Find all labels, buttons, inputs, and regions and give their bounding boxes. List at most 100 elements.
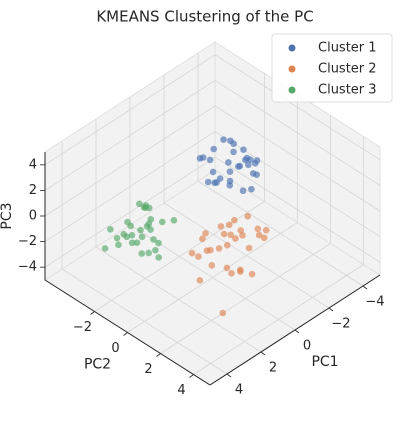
data-point — [239, 231, 246, 239]
x-axis-label: PC1 — [311, 354, 338, 370]
data-point — [204, 178, 212, 186]
data-point — [170, 216, 178, 224]
data-point — [223, 241, 231, 249]
tick-mark — [328, 307, 334, 312]
legend-label: Cluster 3 — [318, 83, 377, 98]
data-point — [199, 154, 207, 161]
data-point — [226, 168, 234, 175]
data-point — [228, 270, 235, 277]
data-point — [226, 177, 234, 185]
data-point — [230, 148, 237, 156]
z-tick-label: 2 — [29, 183, 37, 198]
grid-line — [214, 54, 381, 161]
grid-line — [193, 264, 364, 375]
data-point — [207, 246, 214, 254]
data-point — [208, 262, 216, 269]
z-tick-label: 4 — [29, 157, 37, 172]
legend-label: Cluster 2 — [318, 62, 377, 77]
data-point — [136, 200, 143, 208]
data-point — [147, 215, 155, 223]
data-point — [219, 309, 227, 317]
data-point — [216, 175, 224, 182]
grid-line — [44, 105, 216, 217]
tick-mark — [226, 373, 232, 378]
data-point — [137, 226, 144, 234]
grid-line — [127, 222, 298, 333]
data-point — [133, 239, 141, 246]
data-point — [142, 204, 149, 211]
y-tick-label: 2 — [144, 362, 152, 377]
grid-line — [160, 243, 331, 354]
z-tick-label: −2 — [18, 234, 37, 249]
data-point — [215, 245, 223, 252]
data-point — [195, 253, 202, 260]
grid-line — [214, 105, 381, 212]
z-tick-label: −4 — [18, 260, 37, 275]
data-point — [245, 161, 252, 169]
grid-line — [44, 131, 216, 242]
data-point — [253, 171, 260, 178]
tick-mark — [123, 332, 128, 336]
x-tick-label: 2 — [269, 361, 277, 376]
legend-marker — [288, 86, 296, 94]
data-point — [227, 231, 235, 239]
legend-label: Cluster 1 — [318, 41, 377, 56]
data-point — [244, 212, 252, 220]
tick-mark — [189, 374, 194, 378]
data-point — [123, 233, 131, 241]
grid-line — [44, 54, 216, 166]
data-point — [209, 168, 217, 176]
data-point — [211, 179, 218, 187]
grid-line — [44, 80, 216, 191]
y-tick-label: −2 — [73, 320, 92, 335]
data-point — [101, 245, 109, 252]
data-point — [225, 221, 233, 229]
axis-line — [209, 274, 381, 386]
data-point — [138, 250, 146, 257]
data-point — [145, 249, 152, 257]
data-point — [107, 226, 114, 233]
y-axis-label: PC2 — [84, 357, 111, 373]
data-point — [143, 222, 151, 230]
data-point — [150, 236, 157, 243]
data-point — [138, 233, 146, 241]
data-point — [255, 231, 263, 239]
data-point — [240, 146, 247, 153]
data-point — [260, 234, 268, 242]
data-point — [231, 216, 238, 224]
grid-line — [44, 156, 216, 268]
data-point — [217, 223, 225, 230]
z-tick-label: 0 — [29, 209, 37, 224]
data-point — [113, 234, 121, 242]
legend-marker — [288, 44, 296, 52]
x-tick-label: −2 — [331, 317, 350, 332]
z-axis-label: PC3 — [0, 202, 15, 229]
data-point — [155, 239, 162, 247]
legend-box — [271, 33, 393, 103]
data-point — [128, 239, 136, 247]
y-tick-label: 4 — [177, 383, 185, 398]
data-point — [223, 264, 231, 272]
x-tick-label: 0 — [303, 339, 311, 354]
data-point — [254, 225, 262, 233]
data-point — [248, 185, 255, 193]
data-point — [245, 244, 253, 252]
data-point — [128, 231, 136, 239]
tick-mark — [294, 329, 300, 334]
x-tick-label: 4 — [235, 383, 243, 398]
tick-mark — [260, 351, 266, 356]
data-point — [253, 157, 261, 164]
axis-line — [44, 279, 211, 386]
data-point — [220, 136, 227, 143]
tick-mark — [362, 285, 368, 290]
data-point — [248, 270, 256, 278]
data-point — [196, 277, 204, 284]
data-point — [236, 162, 244, 170]
data-point — [220, 230, 228, 238]
data-point — [236, 266, 244, 274]
data-point — [199, 235, 206, 243]
tick-mark — [156, 353, 161, 357]
data-point — [262, 226, 270, 234]
data-point — [243, 154, 251, 162]
